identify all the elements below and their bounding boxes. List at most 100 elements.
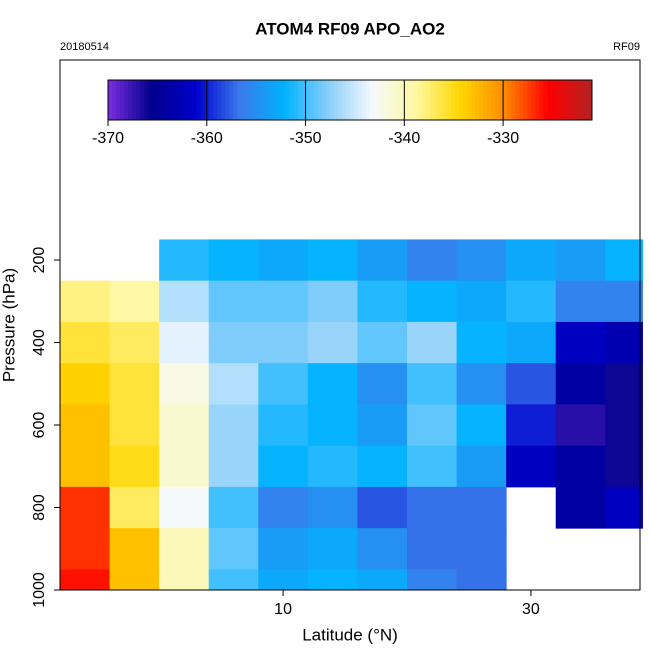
colorbar-step	[305, 80, 311, 120]
colorbar-step	[188, 80, 194, 120]
colorbar-step	[398, 80, 403, 120]
heat-cell	[357, 569, 408, 591]
heat-cell	[555, 404, 606, 447]
y-tick-label: 200	[31, 247, 48, 274]
colorbar-step	[426, 80, 432, 120]
heat-cell	[605, 239, 643, 282]
colorbar-step	[140, 80, 145, 120]
axes: 10 30 200 400 600 800 1000	[31, 59, 641, 618]
colorbar-step	[422, 80, 428, 120]
heat-cell	[555, 486, 606, 529]
heat-cell	[159, 569, 210, 591]
colorbar-step	[446, 80, 452, 120]
heat-cell	[60, 404, 111, 447]
colorbar-step	[547, 80, 553, 120]
heat-cell	[456, 363, 507, 405]
heat-cell	[357, 280, 408, 323]
colorbar-step	[515, 80, 520, 120]
colorbar-step	[172, 80, 178, 120]
heat-cell	[456, 239, 507, 282]
heat-cell	[456, 280, 507, 323]
y-tick-label: 400	[31, 329, 48, 356]
heat-cell	[258, 528, 309, 570]
colorbar-step	[450, 80, 456, 120]
heat-cell	[555, 321, 606, 364]
colorbar-step	[487, 80, 492, 120]
heat-cell	[357, 528, 408, 570]
colorbar-step	[329, 80, 335, 120]
colorbar-step	[539, 80, 545, 120]
colorbar-step	[462, 80, 468, 120]
heat-cell	[109, 486, 160, 529]
heat-cell	[407, 363, 458, 405]
heat-cell	[307, 569, 358, 591]
colorbar-step	[559, 80, 565, 120]
heat-cell	[506, 239, 557, 282]
heat-cell	[258, 486, 309, 529]
colorbar-step	[321, 80, 327, 120]
heat-cell	[60, 445, 111, 488]
heat-cell	[208, 239, 259, 282]
colorbar-step	[507, 80, 512, 120]
colorbar-step	[257, 80, 262, 120]
colorbar-step	[491, 80, 496, 120]
colorbar-step	[345, 80, 351, 120]
heat-cell	[555, 239, 606, 282]
y-tick-label: 600	[31, 412, 48, 439]
colorbar-step	[208, 80, 214, 120]
colorbar-step	[358, 80, 363, 120]
heat-cell	[109, 363, 160, 405]
colorbar-step	[216, 80, 222, 120]
plot-frame	[59, 59, 641, 591]
heat-cell	[159, 404, 210, 447]
colorbar-step	[293, 80, 299, 120]
colorbar-step	[120, 80, 125, 120]
colorbar-step	[200, 80, 206, 120]
colorbar-step	[442, 80, 448, 120]
heat-cell	[159, 321, 210, 364]
colorbar-step	[261, 80, 266, 120]
colorbar-step	[297, 80, 303, 120]
heat-cell	[258, 280, 309, 323]
heat-cell	[60, 486, 111, 529]
colorbar-step	[551, 80, 557, 120]
colorbar-step	[309, 80, 315, 120]
colorbar-step	[245, 80, 250, 120]
heat-cell	[357, 321, 408, 364]
heat-cell	[605, 321, 643, 364]
heat-cell	[159, 280, 210, 323]
heat-cell	[307, 404, 358, 447]
heat-cell	[456, 528, 507, 570]
heat-cell	[208, 445, 259, 488]
colorbar-step	[414, 80, 420, 120]
heat-cell	[456, 445, 507, 488]
heat-cell	[258, 569, 309, 591]
colorbar-step	[406, 80, 411, 120]
colorbar-step	[466, 80, 472, 120]
heat-cell	[159, 528, 210, 570]
colorbar-step	[350, 80, 355, 120]
colorbar-step	[160, 80, 165, 120]
colorbar-step	[390, 80, 395, 120]
heat-cell	[506, 321, 557, 364]
colorbar-step	[124, 80, 129, 120]
colorbar-step	[241, 80, 246, 120]
colorbar: -370 -360 -350 -340 -330	[92, 79, 593, 147]
heat-cell	[307, 528, 358, 570]
x-tick-label: 30	[522, 601, 540, 618]
colorbar-step	[495, 80, 500, 120]
date-label: 20180514	[60, 41, 109, 53]
colorbar-step	[354, 80, 359, 120]
heat-cell	[407, 404, 458, 447]
colorbar-step	[341, 80, 347, 120]
chart-title: ATOM4 RF09 APO_AO2	[255, 19, 445, 38]
colorbar-step	[454, 80, 460, 120]
y-tick-label: 800	[31, 494, 48, 521]
heat-cell	[506, 363, 557, 405]
heat-cell	[506, 445, 557, 488]
colorbar-step	[579, 80, 585, 120]
heat-cell	[208, 528, 259, 570]
colorbar-tick-label: -350	[290, 130, 322, 147]
colorbar-step	[587, 80, 593, 120]
